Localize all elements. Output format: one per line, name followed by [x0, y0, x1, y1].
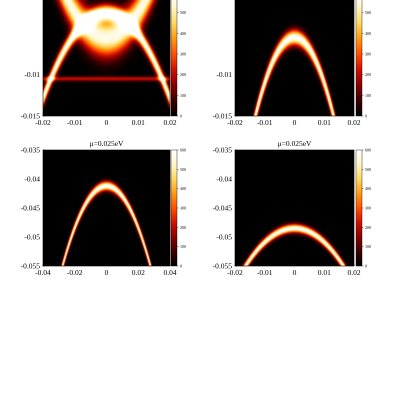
colorbar-tick-label: 200 [365, 72, 371, 77]
colorbar-tick-label: 200 [365, 225, 371, 230]
colorbar-tick-label: 0 [365, 264, 367, 269]
colorbar-tick-label: 100 [180, 93, 186, 98]
colorbar-tick-label: 600 [365, 148, 371, 153]
y-tick-label: -0.05 [24, 233, 40, 242]
heatmap-image [235, 150, 354, 266]
x-tick-label: 0.04 [163, 268, 176, 277]
colorbar-tick-label: 100 [365, 93, 371, 98]
y-tick-label: -0.055 [21, 262, 41, 271]
y-tick-label: -0.04 [216, 175, 232, 184]
x-tick-label: -0.01 [257, 268, 273, 277]
colorbar-tick-label: 300 [365, 206, 371, 211]
y-tick-label: -0.015 [21, 112, 41, 121]
panel-3: -0.04 -0.02 0 0.02 0.04 -0.035 -0.04 -0.045 -0.0… [21, 139, 186, 277]
colorbar-tick-label: 400 [365, 186, 371, 191]
colorbar-tick-label: 300 [180, 206, 186, 211]
colorbar-tick-label: 0 [180, 264, 182, 269]
heatmap-image [43, 0, 170, 116]
x-tick-label: -0.02 [227, 118, 243, 127]
x-tick-label: -0.02 [35, 118, 51, 127]
y-tick-label: -0.015 [213, 112, 233, 121]
colorbar-tick-label: 300 [365, 52, 371, 57]
x-tick-label: 0.02 [163, 118, 176, 127]
colorbar-tick-label: 400 [180, 31, 186, 36]
y-tick-label: -0.04 [24, 175, 40, 184]
y-tick-label: -0.01 [24, 70, 40, 79]
colorbar-tick-label: 600 [180, 148, 186, 153]
x-tick-label: -0.02 [67, 268, 83, 277]
x-tick-label: 0.02 [132, 268, 145, 277]
x-tick-label: 0.01 [318, 268, 331, 277]
colorbar-tick-label: 0 [365, 114, 367, 119]
x-tick-label: 0 [105, 268, 109, 277]
colorbar-tick-label: 100 [180, 244, 186, 249]
colorbar-tick-label: 200 [180, 72, 186, 77]
panel-title: μ=0.025eV [278, 139, 312, 148]
colorbar-tick-label: 500 [365, 167, 371, 172]
colorbar [170, 0, 178, 117]
y-tick-label: -0.055 [213, 262, 233, 271]
colorbar [355, 149, 363, 267]
colorbar [355, 0, 363, 117]
y-tick-label: -0.05 [216, 233, 232, 242]
x-tick-label: 0 [293, 268, 297, 277]
colorbar-tick-label: 0 [180, 114, 182, 119]
colorbar-tick-label: 400 [180, 186, 186, 191]
colorbar [170, 149, 178, 267]
panel-4: -0.02 -0.01 0 0.01 0.02 -0.035 -0.04 -0.045 -0.0… [213, 139, 371, 277]
x-tick-label: 0.02 [347, 268, 360, 277]
panel-title: μ=0.025eV [90, 139, 124, 148]
colorbar-tick-label: 300 [180, 52, 186, 57]
panel-1: -0.02 -0.01 0 0.01 0.02 -0.01 -0.015 500 400 300 2… [21, 0, 186, 127]
x-tick-label: -0.01 [67, 118, 83, 127]
colorbar-tick-label: 500 [365, 10, 371, 15]
x-tick-label: 0.01 [132, 118, 145, 127]
y-tick-label: -0.045 [21, 204, 41, 213]
x-tick-label: 0.01 [318, 118, 331, 127]
panel-2: -0.02 -0.01 0 0.01 0.02 -0.01 -0.015 500 400 300 2… [213, 0, 371, 127]
colorbar-tick-label: 500 [180, 167, 186, 172]
x-tick-label: -0.04 [35, 268, 51, 277]
colorbar-tick-label: 100 [365, 244, 371, 249]
x-tick-label: 0 [293, 118, 297, 127]
y-tick-label: -0.01 [216, 70, 232, 79]
y-tick-label: -0.035 [21, 146, 41, 155]
x-tick-label: -0.01 [257, 118, 273, 127]
x-tick-label: 0 [105, 118, 109, 127]
heatmap-image [235, 0, 354, 116]
colorbar-tick-label: 400 [365, 31, 371, 36]
x-tick-label: 0.02 [347, 118, 360, 127]
colorbar-tick-label: 200 [180, 225, 186, 230]
x-tick-label: -0.02 [227, 268, 243, 277]
colorbar-tick-label: 500 [180, 10, 186, 15]
heatmap-image [43, 150, 170, 266]
y-tick-label: -0.045 [213, 204, 233, 213]
y-tick-label: -0.035 [213, 146, 233, 155]
